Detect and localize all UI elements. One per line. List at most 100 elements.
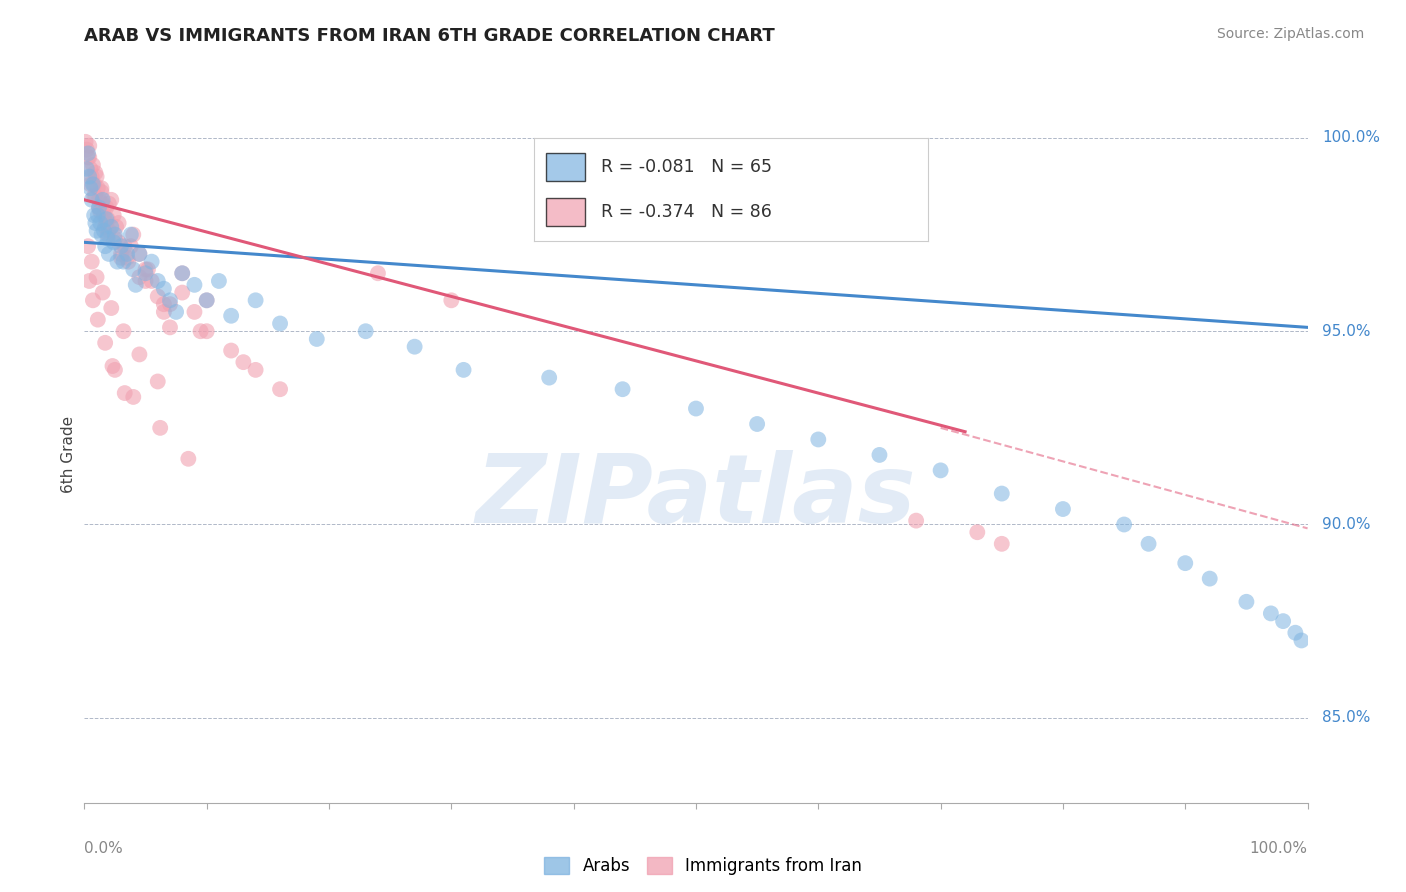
Point bbox=[97, 231, 120, 245]
Point bbox=[87, 201, 110, 215]
Point bbox=[141, 254, 163, 268]
Point bbox=[104, 227, 127, 242]
Point bbox=[82, 158, 104, 172]
Point bbox=[172, 266, 194, 280]
Point bbox=[76, 161, 98, 176]
Point bbox=[245, 293, 267, 308]
Point bbox=[94, 239, 117, 253]
Point bbox=[87, 193, 110, 207]
Point bbox=[115, 247, 138, 261]
Point bbox=[149, 421, 172, 435]
Point bbox=[89, 216, 111, 230]
Point bbox=[77, 150, 100, 164]
Point bbox=[219, 343, 242, 358]
Text: ZIPatlas: ZIPatlas bbox=[475, 450, 917, 543]
Point bbox=[404, 340, 426, 354]
Point bbox=[747, 417, 769, 431]
Point bbox=[77, 169, 100, 184]
Point bbox=[159, 293, 181, 308]
Point bbox=[1198, 572, 1220, 586]
Point bbox=[453, 363, 475, 377]
Point bbox=[97, 227, 120, 242]
Point bbox=[136, 262, 159, 277]
Point bbox=[141, 274, 163, 288]
Point bbox=[83, 189, 105, 203]
Point bbox=[195, 293, 218, 308]
Point bbox=[110, 251, 132, 265]
Point bbox=[93, 208, 115, 222]
Point bbox=[128, 347, 150, 361]
Point bbox=[101, 359, 124, 373]
Point bbox=[183, 305, 205, 319]
Point bbox=[97, 247, 120, 261]
Point bbox=[685, 401, 707, 416]
Point bbox=[114, 239, 136, 253]
Point bbox=[190, 324, 212, 338]
Point bbox=[159, 320, 181, 334]
Point bbox=[90, 181, 112, 195]
Point bbox=[82, 293, 104, 308]
Point bbox=[94, 219, 117, 234]
Text: 85.0%: 85.0% bbox=[1322, 710, 1371, 725]
Point bbox=[96, 216, 118, 230]
Point bbox=[153, 297, 176, 311]
Point bbox=[112, 254, 135, 268]
Point bbox=[367, 266, 389, 280]
Point bbox=[105, 219, 128, 234]
Point bbox=[990, 486, 1012, 500]
Point bbox=[77, 274, 100, 288]
Point bbox=[91, 193, 114, 207]
Point bbox=[159, 297, 181, 311]
Point bbox=[91, 196, 114, 211]
Point bbox=[87, 312, 110, 326]
Point bbox=[135, 266, 157, 280]
Point bbox=[87, 208, 110, 222]
Point bbox=[100, 193, 122, 207]
Text: 95.0%: 95.0% bbox=[1322, 324, 1371, 339]
Legend: Arabs, Immigrants from Iran: Arabs, Immigrants from Iran bbox=[537, 850, 869, 882]
Point bbox=[128, 247, 150, 261]
Point bbox=[120, 239, 142, 253]
Point bbox=[120, 227, 142, 242]
Point bbox=[103, 208, 125, 222]
Point bbox=[97, 212, 120, 227]
Point bbox=[929, 463, 952, 477]
Point bbox=[195, 324, 218, 338]
Point bbox=[112, 324, 135, 338]
Point bbox=[84, 189, 107, 203]
Point bbox=[135, 262, 157, 277]
Point bbox=[94, 335, 117, 350]
Point bbox=[153, 282, 176, 296]
Text: 90.0%: 90.0% bbox=[1322, 517, 1371, 532]
Point bbox=[195, 293, 218, 308]
Point bbox=[905, 514, 928, 528]
Point bbox=[76, 143, 98, 157]
Point bbox=[96, 201, 118, 215]
Point bbox=[269, 382, 291, 396]
Point bbox=[1114, 517, 1136, 532]
Point bbox=[990, 537, 1012, 551]
Point bbox=[165, 305, 187, 319]
Point bbox=[208, 274, 231, 288]
Point bbox=[87, 201, 110, 215]
Point bbox=[100, 301, 122, 315]
Point bbox=[104, 231, 127, 245]
FancyBboxPatch shape bbox=[546, 198, 585, 227]
Text: R = -0.374   N = 86: R = -0.374 N = 86 bbox=[602, 203, 772, 221]
Point bbox=[245, 363, 267, 377]
Point bbox=[105, 254, 128, 268]
Point bbox=[89, 204, 111, 219]
Point bbox=[1284, 625, 1306, 640]
Point bbox=[354, 324, 377, 338]
Point bbox=[83, 178, 105, 192]
Point bbox=[807, 433, 830, 447]
Point bbox=[86, 169, 108, 184]
Point bbox=[82, 178, 104, 192]
Point bbox=[966, 525, 988, 540]
Point bbox=[107, 216, 129, 230]
Point bbox=[1234, 595, 1257, 609]
Point bbox=[77, 146, 100, 161]
Point bbox=[1052, 502, 1074, 516]
Point bbox=[125, 277, 148, 292]
Point bbox=[122, 262, 145, 277]
